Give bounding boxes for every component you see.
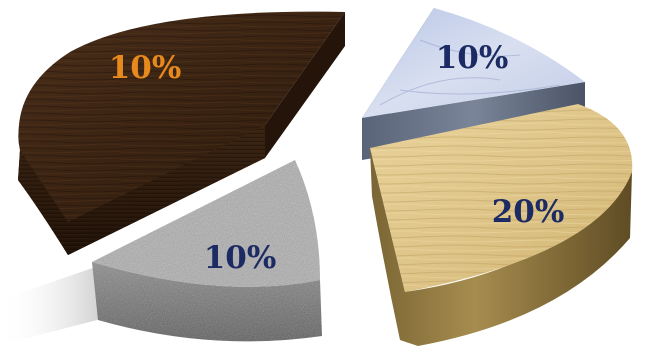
slice-label-light-wood: 20% — [492, 194, 565, 230]
slice-label-dark-wood: 10% — [109, 50, 182, 86]
slice-label-blue-marble: 10% — [436, 40, 509, 76]
slice-label-grey-granite: 10% — [204, 240, 277, 276]
